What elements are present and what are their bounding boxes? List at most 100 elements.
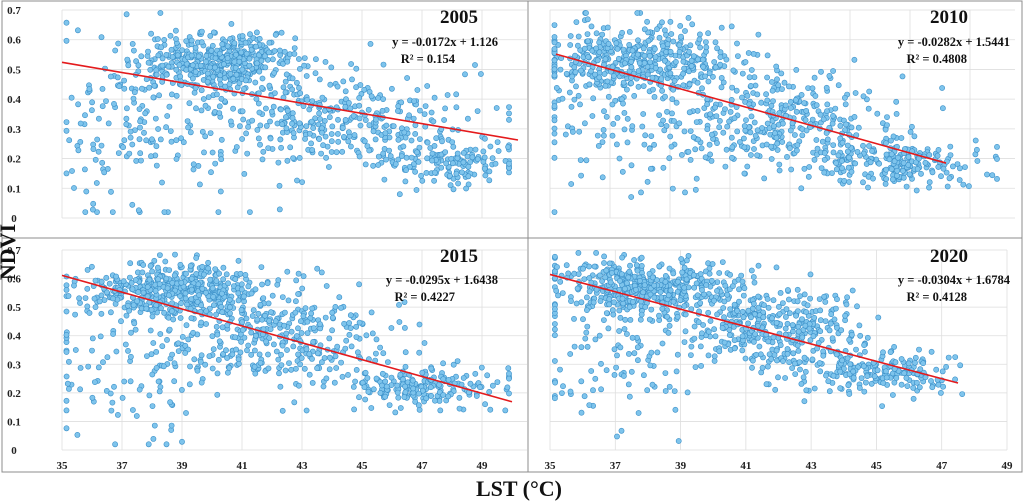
data-point [271, 70, 277, 76]
data-point [402, 363, 409, 370]
data-point [244, 347, 250, 354]
data-point [77, 300, 83, 306]
data-point [926, 179, 933, 186]
data-point [850, 368, 857, 375]
data-point [776, 311, 783, 317]
data-point [759, 125, 765, 131]
data-point [810, 333, 817, 340]
data-point [397, 371, 404, 378]
data-point [361, 138, 368, 145]
data-point [741, 135, 747, 142]
data-point [123, 115, 130, 122]
data-point [803, 387, 810, 394]
data-point [350, 383, 357, 390]
data-point [216, 338, 223, 345]
data-point [308, 310, 315, 317]
data-point [824, 101, 831, 108]
data-point [799, 316, 805, 322]
data-point [906, 171, 913, 178]
data-point [163, 71, 170, 78]
data-point [267, 326, 274, 333]
data-point [121, 85, 128, 92]
data-point [210, 73, 217, 80]
data-point [125, 62, 132, 69]
data-point [397, 405, 404, 411]
data-point [107, 73, 114, 80]
data-point [865, 105, 872, 112]
data-point [857, 332, 864, 339]
data-point [647, 362, 654, 369]
data-point [402, 178, 409, 185]
data-point [935, 164, 942, 170]
data-point [332, 303, 339, 310]
data-point [796, 359, 803, 365]
data-point [77, 386, 83, 393]
data-point [195, 53, 202, 60]
data-point [356, 281, 362, 288]
data-point [134, 298, 140, 304]
data-point [288, 328, 295, 335]
data-point [168, 91, 175, 98]
data-point [246, 209, 253, 215]
data-point [373, 375, 380, 382]
data-point [782, 325, 789, 332]
data-point [396, 319, 403, 325]
data-point [224, 55, 231, 62]
data-point [207, 33, 214, 39]
data-point [671, 78, 678, 84]
data-point [773, 63, 780, 70]
data-point [668, 31, 675, 37]
data-point [137, 124, 143, 131]
data-point [622, 285, 628, 292]
data-point [772, 386, 779, 393]
data-point [916, 346, 922, 353]
data-point [193, 270, 200, 277]
data-point [755, 304, 762, 311]
data-point [99, 159, 106, 166]
data-point [227, 310, 233, 317]
data-point [787, 145, 793, 152]
data-point [213, 278, 220, 284]
data-point [705, 352, 712, 359]
data-point [338, 359, 344, 366]
data-point [489, 155, 496, 162]
data-point [763, 381, 770, 388]
data-point [642, 304, 649, 310]
data-point [712, 39, 719, 46]
data-point [837, 122, 844, 129]
data-point [662, 388, 669, 394]
data-point [664, 313, 670, 320]
data-point [638, 254, 645, 261]
data-point [703, 39, 709, 45]
data-point [162, 258, 169, 265]
data-point [421, 111, 428, 117]
data-point [940, 165, 947, 172]
data-point [152, 287, 159, 294]
data-point [233, 144, 240, 150]
data-point [575, 249, 582, 256]
data-point [464, 115, 471, 122]
data-point [392, 409, 399, 416]
data-point [754, 91, 761, 98]
data-point [787, 105, 794, 111]
data-point [123, 11, 130, 18]
data-point [777, 342, 784, 349]
data-point [739, 278, 746, 285]
data-point [403, 167, 409, 173]
data-point [82, 112, 88, 119]
data-point [495, 148, 502, 154]
data-point [109, 399, 116, 406]
data-point [372, 136, 379, 143]
y-tick-label: 0.6 [7, 274, 21, 286]
data-point [568, 181, 575, 187]
data-point [935, 146, 942, 153]
data-point [265, 351, 271, 358]
data-point [351, 406, 357, 413]
data-point [104, 354, 111, 361]
data-point [126, 307, 133, 314]
data-point [170, 316, 177, 323]
data-point [282, 89, 289, 96]
data-point [890, 133, 897, 140]
data-point [287, 144, 294, 151]
data-point [635, 37, 641, 44]
